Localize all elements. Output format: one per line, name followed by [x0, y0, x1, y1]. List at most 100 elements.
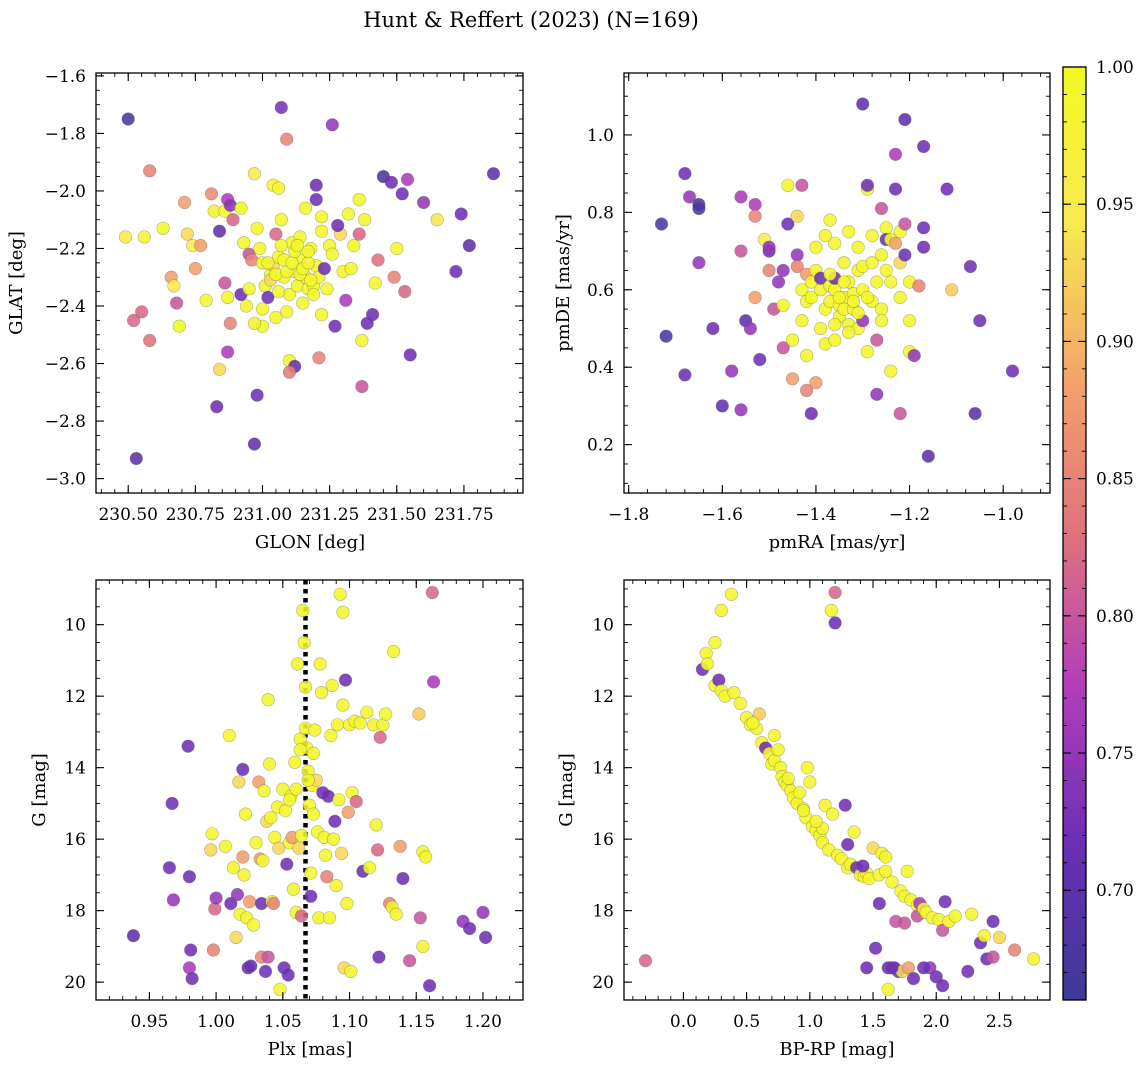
data-point [292, 841, 306, 855]
data-point [184, 943, 198, 957]
data-point [250, 388, 264, 402]
x-tick-label: −1.4 [795, 505, 836, 525]
data-point [417, 195, 431, 210]
data-point [1005, 364, 1020, 378]
data-point [430, 213, 444, 227]
data-point [143, 164, 157, 178]
data-point [638, 954, 653, 968]
data-point [318, 848, 333, 862]
data-point [659, 329, 673, 343]
data-point [272, 841, 286, 855]
y-tick-label: 10 [592, 616, 614, 636]
data-point [137, 230, 151, 244]
data-point [296, 296, 310, 310]
data-point [352, 193, 366, 207]
data-point [427, 675, 441, 689]
data-point [874, 248, 889, 262]
data-point [280, 857, 294, 871]
data-point [306, 807, 321, 821]
data-point [336, 698, 350, 712]
x-tick-label: 0.0 [670, 1012, 697, 1032]
data-point [286, 882, 301, 896]
points [118, 100, 501, 466]
data-point [224, 896, 238, 911]
data-point [338, 673, 353, 687]
data-point [403, 954, 417, 968]
data-point [776, 298, 790, 312]
data-point [276, 782, 290, 796]
data-point [403, 348, 417, 362]
data-point [870, 387, 884, 401]
data-point [376, 718, 390, 732]
data-point [423, 979, 437, 993]
data-point [416, 939, 430, 954]
colorbar-tick-label: 0.85 [1096, 470, 1134, 490]
data-point [255, 302, 270, 316]
data-point [322, 911, 337, 925]
data-point [832, 290, 846, 305]
x-tick-label: 1.0 [796, 1012, 823, 1032]
data-point [823, 213, 837, 227]
data-point [320, 282, 334, 296]
data-point [884, 364, 898, 378]
data-point [781, 771, 795, 786]
data-point [223, 316, 237, 330]
data-point [929, 970, 943, 984]
data-point [210, 400, 224, 414]
data-point [398, 285, 412, 299]
y-tick-label: 12 [64, 687, 86, 707]
data-point [897, 916, 912, 930]
data-point [269, 227, 283, 241]
data-point [165, 796, 179, 811]
data-point [828, 318, 842, 332]
data-point [940, 182, 954, 196]
data-point [379, 707, 393, 721]
data-point [341, 805, 355, 819]
colorbar-tick-label: 1.00 [1096, 58, 1134, 78]
data-point [790, 259, 804, 274]
data-point [795, 283, 809, 297]
data-point [301, 773, 315, 787]
data-point [188, 262, 202, 276]
x-tick-label: −1.2 [889, 505, 930, 525]
colorbar-tick-label: 0.95 [1096, 195, 1134, 215]
data-point [828, 616, 842, 630]
data-point [344, 964, 358, 979]
y-tick-label: −1.8 [45, 124, 86, 144]
data-point [212, 224, 227, 238]
data-point [678, 167, 692, 181]
data-point [282, 793, 297, 807]
data-point [945, 283, 959, 297]
data-point [968, 407, 982, 421]
data-point [851, 306, 865, 320]
data-point [692, 256, 706, 270]
data-point [916, 240, 931, 254]
data-point [847, 825, 861, 839]
data-point [387, 270, 401, 284]
data-point [212, 362, 227, 376]
data-point [256, 853, 270, 868]
data-point [306, 746, 321, 761]
data-point [293, 743, 307, 757]
x-tick-label: −1.8 [608, 505, 649, 525]
data-point [1007, 943, 1022, 957]
data-point [360, 705, 374, 719]
data-point [1026, 952, 1041, 966]
data-point [824, 603, 838, 618]
data-point [748, 290, 762, 305]
data-point [874, 201, 889, 216]
data-point [837, 256, 851, 270]
data-point [767, 728, 782, 743]
data-point [341, 207, 356, 221]
data-point [304, 273, 318, 287]
data-point [222, 728, 236, 743]
data-point [237, 868, 251, 882]
data-point [301, 256, 315, 270]
data-point [273, 982, 287, 996]
x-axis-label: BP-RP [mag] [779, 1039, 894, 1060]
x-tick-label: −1.6 [702, 505, 743, 525]
data-point [715, 399, 729, 413]
data-point [347, 239, 361, 253]
data-point [888, 182, 903, 196]
data-point [793, 786, 807, 800]
